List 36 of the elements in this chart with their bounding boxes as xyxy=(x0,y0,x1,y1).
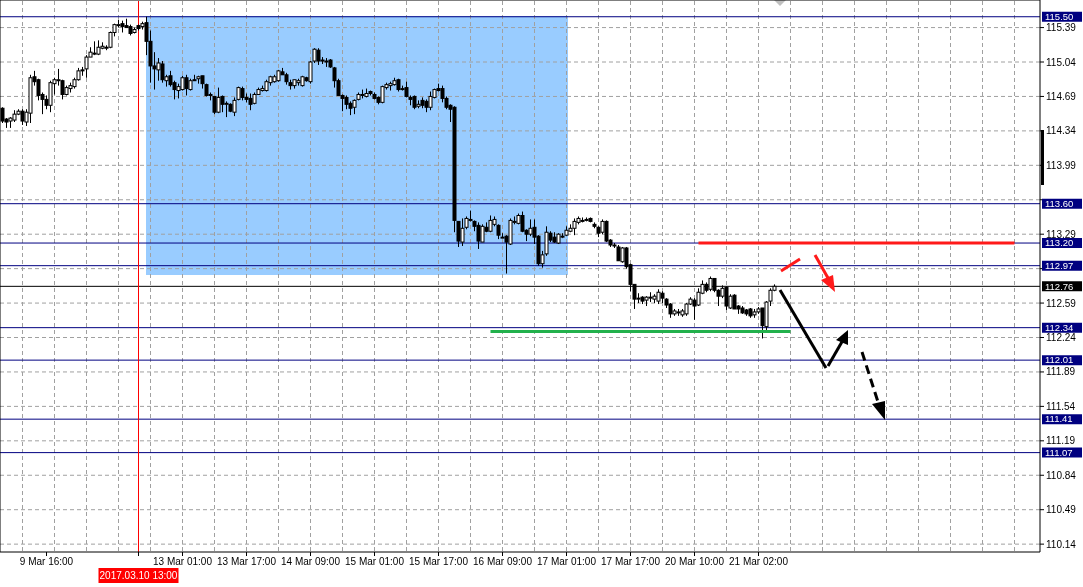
x-tick-label: 17 Mar 17:00 xyxy=(601,556,661,567)
candlestick xyxy=(160,60,165,84)
ref-line-label: 112.76 xyxy=(1045,280,1074,292)
y-tick-label: 114.34 xyxy=(1046,125,1077,137)
y-tick-label: 110.14 xyxy=(1046,538,1077,550)
y-tick-label: 110.84 xyxy=(1046,469,1077,481)
x-tick-label: 17 Mar 01:00 xyxy=(537,556,597,567)
x-tick-label: 13 Mar 17:00 xyxy=(217,556,277,567)
y-tick-label: 115.39 xyxy=(1046,22,1077,34)
y-tick-label: 110.49 xyxy=(1046,504,1077,516)
y-tick-label: 113.99 xyxy=(1046,159,1077,171)
x-tick-label: 15 Mar 01:00 xyxy=(345,556,405,567)
y-tick-label: 112.59 xyxy=(1046,297,1077,309)
y-tick-label: 113.29 xyxy=(1046,228,1077,240)
ref-line-label: 111.41 xyxy=(1045,413,1073,425)
x-tick-label: 13 Mar 01:00 xyxy=(153,556,213,567)
ref-line-label: 115.50 xyxy=(1045,11,1074,23)
x-tick-label: 21 Mar 02:00 xyxy=(729,556,789,567)
x-tick-label: 16 Mar 09:00 xyxy=(473,556,533,567)
ref-line-label: 112.97 xyxy=(1045,260,1074,271)
x-tick-label: 20 Mar 10:00 xyxy=(665,556,725,567)
y-tick-label: 111.19 xyxy=(1046,435,1076,447)
ref-line-label: 112.34 xyxy=(1045,321,1074,333)
y-tick-label: 115.04 xyxy=(1046,56,1077,68)
ref-line-label: 112.01 xyxy=(1045,354,1074,366)
ref-line-label: 111.07 xyxy=(1045,446,1073,458)
x-tick-label: 15 Mar 17:00 xyxy=(409,556,469,567)
x-tick-label: 14 Mar 09:00 xyxy=(281,556,341,567)
y-tick-label: 111.54 xyxy=(1046,400,1076,412)
y-tick-label: 112.24 xyxy=(1046,332,1077,343)
y-tick-label: 114.69 xyxy=(1046,90,1077,102)
y-tick-label: 111.89 xyxy=(1046,366,1076,378)
x-tick-label: 9 Mar 16:00 xyxy=(19,556,74,567)
ref-line-label: 113.60 xyxy=(1045,198,1074,210)
ref-line-label: 113.20 xyxy=(1045,237,1074,249)
x-tick-label: 2017.03.10 13:00 xyxy=(99,570,178,581)
